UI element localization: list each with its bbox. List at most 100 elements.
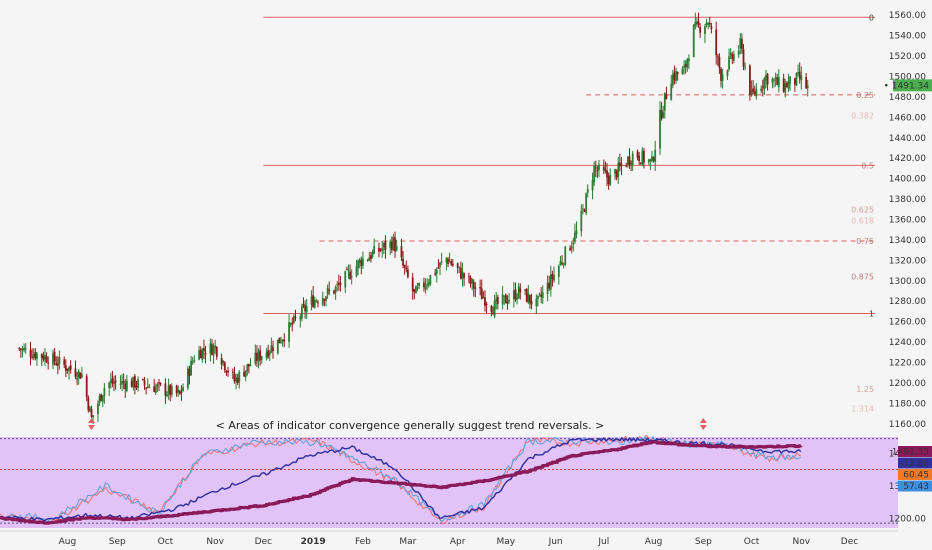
- down-arrow-icon: [699, 425, 707, 430]
- candle-body: [744, 67, 747, 69]
- candle-body: [19, 348, 22, 351]
- candle-body: [760, 88, 763, 92]
- candle-body: [451, 263, 454, 266]
- candle-body: [148, 387, 151, 389]
- candle-body: [468, 276, 470, 278]
- candle-body: [471, 279, 474, 284]
- candle-body: [175, 385, 178, 394]
- indicator-pane[interactable]: [0, 435, 898, 529]
- candle-body: [557, 265, 560, 277]
- candle-body: [570, 246, 573, 249]
- candle-body: [45, 356, 48, 363]
- price-tick-label: 1520.00: [889, 52, 926, 62]
- candle-body: [63, 359, 66, 365]
- candle-body: [530, 301, 533, 305]
- candle-body: [98, 395, 101, 403]
- candle-body: [456, 263, 459, 268]
- fib-level-label: 1.25: [856, 385, 874, 394]
- candle-body: [215, 346, 218, 357]
- candle-body: [805, 76, 808, 89]
- candle-body: [548, 283, 551, 289]
- up-down-arrow-icon: [699, 418, 707, 430]
- price-tick-label: 1340.00: [889, 236, 926, 246]
- fib-level-label: 0.875: [851, 273, 874, 282]
- candle-body: [559, 261, 562, 266]
- candle-body: [495, 298, 498, 302]
- candle-body: [268, 351, 271, 355]
- time-tick-label: Sep: [695, 537, 712, 547]
- price-tick-label: 1360.00: [889, 216, 926, 226]
- candle-body: [265, 352, 268, 359]
- candle-body: [212, 345, 215, 356]
- price-tick-label: 1220.00: [889, 359, 926, 369]
- candle-body: [389, 241, 392, 248]
- indicator-background: [0, 437, 898, 528]
- time-tick-label: Dec: [255, 537, 272, 547]
- time-tick-label: Mar: [399, 537, 416, 547]
- candle-body: [742, 49, 745, 67]
- candle-body: [357, 260, 360, 268]
- candle-body: [575, 230, 578, 234]
- candle-body: [602, 166, 605, 171]
- candle-body: [519, 288, 522, 293]
- candle-body: [313, 300, 316, 308]
- candle-body: [750, 89, 753, 96]
- candle-body: [201, 348, 204, 360]
- candle-body: [80, 374, 83, 378]
- candle-body: [121, 380, 123, 385]
- candle-body: [371, 251, 374, 258]
- candle-body: [300, 306, 303, 319]
- candle-body: [384, 241, 387, 250]
- candle-body: [684, 63, 687, 67]
- time-tick-label: Oct: [744, 537, 760, 547]
- indicator-value-label: 1491.33: [892, 448, 929, 458]
- candle-body: [439, 262, 441, 268]
- candle-body: [726, 70, 729, 76]
- candle-body: [440, 261, 443, 263]
- candle-body: [647, 159, 650, 162]
- price-tick-label: 1460.00: [889, 113, 926, 123]
- candle-body: [525, 288, 528, 302]
- up-down-arrow-icon: [88, 418, 96, 430]
- candle-body: [606, 170, 608, 178]
- candle-body: [573, 232, 576, 242]
- price-tick-label: 1420.00: [889, 154, 926, 164]
- candle-body: [692, 24, 695, 58]
- candle-body: [337, 282, 340, 285]
- candle-body: [715, 29, 718, 55]
- candle-body: [169, 385, 172, 396]
- indicator-tick-label: 1200.00: [889, 514, 926, 524]
- candle-body: [158, 382, 160, 384]
- candle-body: [583, 210, 586, 212]
- candle-body: [607, 175, 610, 184]
- candle-body: [596, 170, 599, 172]
- candle-body: [180, 391, 183, 393]
- candle-body: [291, 322, 294, 325]
- time-tick-label: Dec: [841, 537, 858, 547]
- candle-body: [516, 298, 518, 300]
- candle-body: [620, 164, 623, 166]
- candle-body: [675, 71, 677, 82]
- candle-body: [100, 394, 103, 401]
- candle-body: [119, 383, 122, 385]
- price-tick-label: 1540.00: [889, 32, 926, 42]
- candle-body: [294, 316, 297, 319]
- candlestick-series: [18, 12, 809, 424]
- time-tick-label: Feb: [355, 537, 371, 547]
- candle-body: [663, 92, 666, 111]
- candle-body: [358, 259, 361, 263]
- candle-body: [328, 289, 331, 291]
- candle-body: [36, 353, 38, 359]
- price-tick-label: 1560.00: [889, 11, 926, 21]
- candle-body: [535, 298, 538, 307]
- candle-body: [276, 339, 279, 354]
- candle-body: [44, 355, 46, 361]
- candle-body: [673, 72, 676, 81]
- candle-body: [553, 274, 555, 281]
- candle-body: [260, 356, 263, 360]
- candle-body: [248, 363, 250, 367]
- candle-body: [403, 265, 406, 268]
- candle-body: [427, 282, 430, 286]
- candle-body: [798, 71, 801, 79]
